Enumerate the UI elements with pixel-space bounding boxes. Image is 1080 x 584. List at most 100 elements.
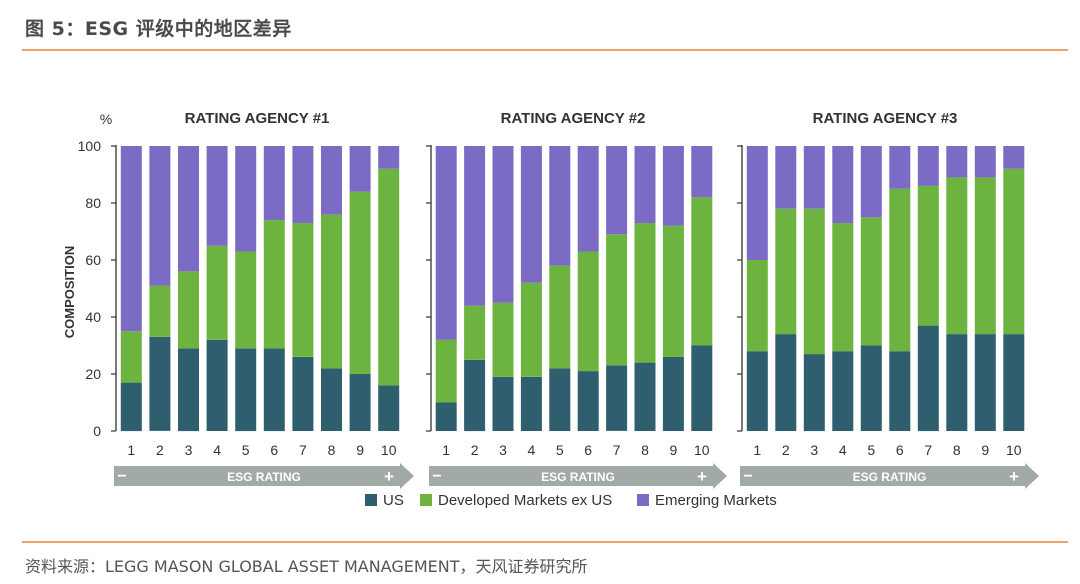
y-tick-label: 20 (85, 366, 101, 382)
bar-dev-1-2 (149, 285, 171, 337)
arrow-minus: − (117, 468, 126, 485)
bar-us-2-7 (606, 365, 628, 431)
bar-em-2-2 (464, 146, 486, 306)
bar-us-2-2 (464, 359, 486, 432)
bar-dev-3-2 (775, 208, 797, 335)
bar-us-1-5 (235, 348, 257, 432)
bar-em-2-4 (520, 146, 542, 283)
legend-label-dev: Developed Markets ex US (438, 492, 612, 509)
x-tick-label: 3 (499, 442, 507, 458)
arrow-minus: − (432, 468, 441, 485)
bar-em-2-8 (634, 146, 656, 223)
source-note: 资料来源：LEGG MASON GLOBAL ASSET MANAGEMENT，… (25, 557, 588, 576)
bar-dev-3-5 (860, 217, 882, 346)
bar-em-1-6 (263, 146, 285, 221)
bar-dev-3-10 (1003, 168, 1025, 335)
bar-dev-3-4 (832, 222, 854, 352)
x-tick-label: 7 (924, 442, 932, 458)
bar-us-1-4 (206, 339, 228, 431)
bar-us-3-5 (860, 345, 882, 431)
bar-em-2-5 (549, 146, 571, 266)
bar-us-1-1 (120, 382, 142, 432)
bar-dev-1-10 (378, 168, 400, 386)
arrow-label: ESG RATING (541, 470, 615, 484)
bar-dev-1-7 (292, 222, 314, 357)
x-tick-label: 8 (641, 442, 649, 458)
y-tick-label: 80 (85, 195, 101, 211)
bar-us-3-1 (746, 351, 768, 431)
x-tick-label: 1 (442, 442, 450, 458)
bar-us-2-8 (634, 362, 656, 431)
bar-em-3-10 (1003, 146, 1025, 169)
bar-dev-2-1 (435, 339, 457, 403)
bar-us-3-9 (974, 334, 996, 431)
bar-dev-2-5 (549, 265, 571, 369)
bar-em-3-7 (917, 146, 939, 186)
bar-dev-1-4 (206, 245, 228, 340)
bar-em-1-8 (321, 146, 342, 215)
esg-rating-arrow-3 (740, 463, 1039, 489)
x-tick-label: 1 (753, 442, 761, 458)
bar-dev-1-8 (321, 214, 342, 369)
bar-em-3-9 (974, 146, 996, 178)
bar-em-1-10 (378, 146, 400, 169)
bar-dev-3-7 (917, 185, 939, 326)
y-unit-label: % (100, 111, 112, 127)
x-tick-label: 10 (381, 442, 397, 458)
x-tick-label: 6 (270, 442, 278, 458)
x-tick-label: 6 (584, 442, 592, 458)
x-tick-label: 1 (127, 442, 135, 458)
x-tick-label: 5 (242, 442, 250, 458)
x-tick-label: 2 (471, 442, 479, 458)
bar-em-2-7 (606, 146, 628, 235)
arrow-label: ESG RATING (853, 470, 927, 484)
bar-us-3-2 (775, 334, 797, 431)
panel-title-3: RATING AGENCY #3 (813, 110, 958, 127)
bar-em-1-1 (120, 146, 142, 332)
x-tick-label: 9 (670, 442, 678, 458)
bar-em-3-8 (946, 146, 968, 178)
bar-dev-1-1 (120, 331, 142, 383)
arrow-plus: + (1009, 467, 1019, 486)
bar-us-3-3 (803, 354, 825, 432)
y-tick-label: 40 (85, 309, 101, 325)
legend-label-us: US (383, 492, 404, 509)
bar-dev-2-7 (606, 234, 628, 366)
bar-dev-2-9 (662, 225, 684, 357)
bar-em-2-9 (662, 146, 684, 226)
x-tick-label: 4 (213, 442, 221, 458)
bar-em-1-5 (235, 146, 257, 252)
x-tick-label: 9 (356, 442, 364, 458)
bar-dev-3-1 (746, 260, 768, 352)
bar-em-1-2 (149, 146, 171, 286)
bar-em-3-5 (860, 146, 882, 218)
bar-us-3-4 (832, 351, 854, 431)
header-rule (22, 49, 1068, 51)
bar-us-3-7 (917, 325, 939, 432)
arrow-minus: − (743, 468, 752, 485)
y-tick-label: 0 (93, 423, 101, 439)
bar-us-3-8 (946, 334, 968, 431)
x-tick-label: 6 (896, 442, 904, 458)
figure-title: 图 5：ESG 评级中的地区差异 (25, 18, 292, 40)
bar-em-3-4 (832, 146, 854, 223)
x-tick-label: 2 (782, 442, 790, 458)
esg-rating-arrow-2 (429, 463, 727, 489)
x-tick-label: 5 (556, 442, 564, 458)
bar-em-3-1 (746, 146, 768, 260)
bar-em-2-10 (691, 146, 713, 198)
x-tick-label: 7 (299, 442, 307, 458)
bar-dev-1-9 (349, 191, 371, 374)
x-tick-label: 7 (613, 442, 621, 458)
bar-em-2-3 (492, 146, 514, 303)
bar-dev-2-2 (464, 305, 486, 360)
bar-dev-1-6 (263, 220, 285, 349)
bar-us-2-3 (492, 376, 514, 431)
x-tick-label: 10 (694, 442, 710, 458)
panel-title-1: RATING AGENCY #1 (185, 110, 330, 127)
bar-dev-2-8 (634, 222, 656, 363)
bar-dev-2-6 (577, 251, 599, 372)
bar-us-1-2 (149, 336, 171, 431)
bar-us-1-7 (292, 356, 314, 431)
footer-rule (22, 541, 1068, 543)
